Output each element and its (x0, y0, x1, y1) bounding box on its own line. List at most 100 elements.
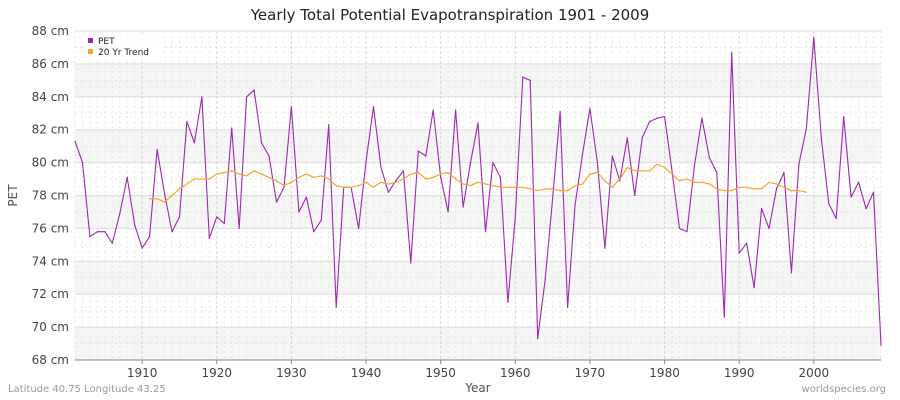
data-point-pet (813, 36, 815, 39)
data-point-pet (410, 262, 412, 264)
data-point-pet (574, 204, 576, 206)
data-point-trend (566, 189, 569, 192)
data-point-trend (671, 173, 673, 175)
data-point-pet (156, 148, 158, 151)
data-point-trend (440, 173, 442, 175)
data-point-pet (581, 153, 584, 155)
data-point-pet (81, 162, 84, 164)
data-point-trend (432, 176, 434, 179)
x-tick-label: 1990 (724, 366, 755, 380)
data-point-pet (163, 193, 166, 195)
data-point-pet (828, 203, 830, 205)
x-tick-label: 1910 (127, 366, 158, 380)
data-point-pet (335, 306, 337, 308)
data-point-trend (738, 186, 740, 188)
data-point-trend (455, 178, 457, 180)
data-point-pet (432, 109, 434, 111)
data-point-pet (753, 287, 755, 289)
data-point-pet (693, 165, 696, 167)
y-tick-label: 72 cm (32, 287, 69, 301)
data-point-trend (350, 186, 352, 188)
data-point-pet (246, 96, 248, 98)
data-point-pet (119, 212, 121, 215)
y-tick-label: 80 cm (32, 156, 69, 170)
data-point-trend (552, 188, 554, 190)
y-axis-title: PET (6, 184, 20, 207)
data-point-trend (186, 183, 188, 185)
data-point-pet (701, 117, 703, 119)
data-point-pet (171, 231, 173, 233)
major-grid (75, 30, 881, 361)
data-point-pet (357, 227, 360, 229)
data-point-trend (522, 186, 524, 188)
data-point-trend (701, 181, 703, 183)
data-point-trend (507, 186, 509, 188)
data-point-pet (499, 176, 501, 179)
data-point-pet (74, 140, 76, 142)
data-point-trend (328, 178, 330, 180)
y-tick-label: 74 cm (32, 254, 69, 268)
x-tick-label: 1950 (425, 366, 456, 380)
data-point-pet (843, 115, 845, 118)
data-point-pet (328, 124, 330, 126)
data-point-pet (656, 117, 658, 119)
data-point-trend (372, 186, 375, 188)
data-point-pet (678, 227, 681, 229)
y-tick-label: 82 cm (32, 123, 69, 137)
data-point-trend (559, 189, 561, 192)
data-point-trend (723, 189, 725, 192)
data-point-trend (477, 181, 479, 183)
x-tick-label: 1930 (276, 366, 307, 380)
data-point-pet (805, 127, 807, 129)
data-point-pet (477, 122, 479, 124)
data-point-pet (790, 272, 793, 274)
data-point-pet (768, 227, 770, 229)
data-point-pet (716, 171, 718, 174)
data-point-pet (298, 211, 300, 213)
data-point-trend (298, 176, 300, 179)
y-tick-label: 76 cm (32, 221, 69, 235)
data-point-pet (507, 301, 509, 304)
chart-title: Yearly Total Potential Evapotranspiratio… (250, 6, 650, 24)
data-point-pet (275, 201, 278, 203)
data-point-trend (223, 171, 225, 174)
data-point-trend (417, 171, 419, 174)
data-point-pet (484, 231, 487, 233)
data-point-trend (380, 181, 382, 183)
data-point-trend (656, 163, 658, 165)
data-point-trend (760, 188, 763, 190)
data-point-trend (693, 181, 696, 183)
data-point-trend (581, 183, 584, 185)
data-point-trend (231, 170, 233, 172)
legend-swatch-trend (88, 49, 93, 54)
y-tick-label: 84 cm (32, 90, 69, 104)
data-point-pet (260, 142, 263, 144)
data-point-pet (89, 236, 91, 238)
data-point-trend (544, 188, 546, 190)
y-tick-label: 70 cm (32, 320, 69, 334)
data-point-trend (805, 191, 807, 193)
data-point-pet (663, 115, 666, 118)
data-point-trend (275, 180, 278, 182)
legend-label-trend: 20 Yr Trend (98, 48, 149, 58)
data-point-trend (246, 175, 248, 177)
data-point-trend (753, 188, 755, 190)
data-point-pet (611, 155, 613, 157)
y-tick-label: 68 cm (32, 353, 69, 367)
data-point-trend (484, 183, 487, 185)
data-point-trend (395, 181, 397, 183)
data-point-trend (783, 186, 785, 188)
data-point-pet (380, 166, 382, 169)
data-point-trend (790, 189, 793, 192)
data-point-pet (290, 106, 293, 108)
data-point-trend (253, 170, 255, 172)
data-point-pet (596, 162, 599, 164)
data-point-trend (469, 185, 472, 187)
data-point-pet (835, 217, 837, 220)
data-point-pet (566, 306, 569, 308)
data-point-trend (716, 188, 718, 190)
data-point-pet (111, 242, 113, 244)
data-point-pet (395, 180, 397, 182)
data-point-pet (417, 150, 419, 152)
data-point-pet (746, 242, 748, 244)
